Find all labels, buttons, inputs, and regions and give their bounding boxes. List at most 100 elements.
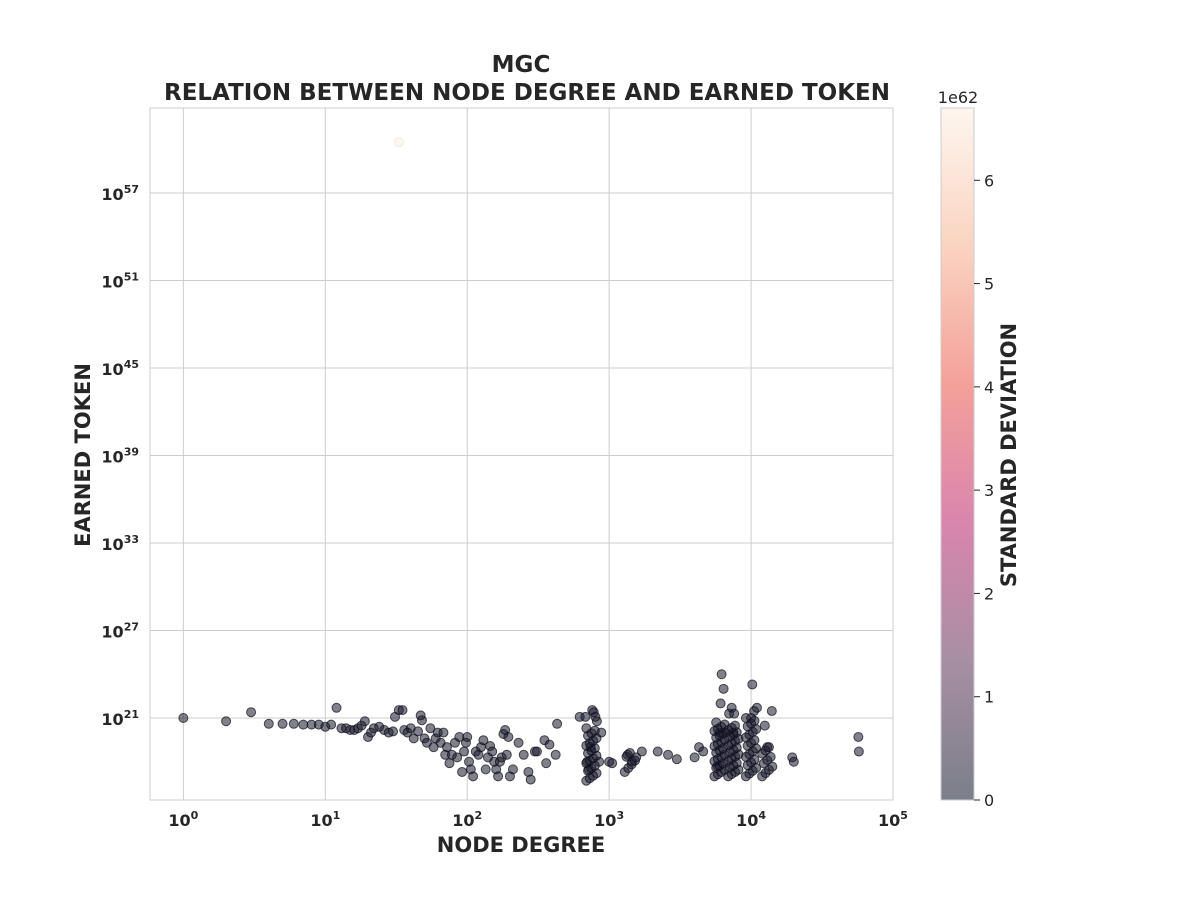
data-point <box>444 758 455 769</box>
data-point <box>513 737 524 748</box>
data-point <box>425 723 436 734</box>
data-point <box>359 716 370 727</box>
data-point <box>749 715 760 726</box>
data-point <box>541 758 552 769</box>
x-tick-label: 100 <box>168 809 198 830</box>
y-tick-label: 1057 <box>101 183 139 204</box>
data-point <box>507 764 518 775</box>
x-tick-label: 105 <box>878 809 908 830</box>
data-point <box>221 716 232 727</box>
data-point <box>636 746 647 757</box>
y-axis-label: EARNED TOKEN <box>71 363 95 547</box>
data-point <box>711 717 722 728</box>
colorbar-tick-label: 1 <box>984 688 994 707</box>
data-point <box>544 739 555 750</box>
data-point <box>441 742 452 753</box>
data-point <box>501 749 512 760</box>
data-point <box>277 718 288 729</box>
y-tick-label: 1039 <box>101 446 139 467</box>
colorbar-tick-label: 5 <box>984 275 994 294</box>
data-point <box>457 766 468 777</box>
data-point <box>751 702 762 713</box>
colorbar-tick-label: 6 <box>984 171 994 190</box>
data-point <box>671 754 682 765</box>
y-tick-label: 1021 <box>101 708 139 729</box>
chart-subtitle: RELATION BETWEEN NODE DEGREE AND EARNED … <box>164 80 890 106</box>
data-point <box>607 758 618 769</box>
data-point <box>689 752 700 763</box>
data-point <box>765 751 776 762</box>
data-point <box>652 746 663 757</box>
data-point <box>468 771 479 782</box>
plot-frame <box>149 107 894 801</box>
outlier-point <box>393 137 404 148</box>
data-points <box>178 137 864 786</box>
data-point <box>766 706 777 717</box>
colorbar-tick-label: 2 <box>984 584 994 603</box>
data-point <box>459 746 470 757</box>
data-point <box>589 725 600 736</box>
colorbar-gradient <box>940 107 975 801</box>
data-point <box>747 679 758 690</box>
data-point <box>788 756 799 767</box>
colorbar-label: STANDARD DEVIATION <box>997 323 1021 587</box>
data-point <box>388 726 399 737</box>
data-point <box>729 708 740 719</box>
colorbar-tick-label: 0 <box>984 791 994 810</box>
colorbar-multiplier: 1e62 <box>938 88 978 107</box>
data-point <box>493 771 504 782</box>
data-point <box>624 747 635 758</box>
y-tick-label: 1051 <box>101 271 139 292</box>
x-tick-label: 103 <box>594 809 624 830</box>
data-point <box>525 774 536 785</box>
x-tick-label: 104 <box>736 809 766 830</box>
x-axis-label: NODE DEGREE <box>437 833 605 857</box>
data-point <box>438 727 449 738</box>
data-point <box>480 764 491 775</box>
data-point <box>178 713 189 723</box>
data-point <box>462 731 473 742</box>
data-point <box>331 702 342 713</box>
colorbar-tick-label: 3 <box>984 481 994 500</box>
colorbar: 1e62 0 1 2 3 4 5 6 STANDARD DEVIATION <box>938 88 1021 810</box>
data-point <box>759 720 770 731</box>
chart-title: MGC <box>492 52 551 78</box>
data-point <box>452 752 463 763</box>
colorbar-ticks: 0 1 2 3 4 5 6 <box>974 171 994 810</box>
data-point <box>298 719 309 730</box>
data-point <box>853 746 864 757</box>
data-point <box>531 746 542 757</box>
data-point <box>698 746 709 757</box>
data-point <box>552 718 563 729</box>
y-tick-label: 1033 <box>101 533 139 554</box>
data-point <box>853 731 864 742</box>
data-point <box>718 683 729 694</box>
data-point <box>716 669 727 680</box>
colorbar-tick-label: 4 <box>984 378 994 397</box>
data-point <box>740 713 751 723</box>
data-point <box>715 698 726 709</box>
data-point <box>487 746 498 757</box>
data-point <box>591 716 602 727</box>
data-point <box>478 735 489 746</box>
x-tick-labels: 100 101 102 103 104 105 <box>168 809 908 830</box>
y-tick-label: 1045 <box>101 358 139 379</box>
data-point <box>663 749 674 760</box>
data-point <box>550 749 561 760</box>
x-tick-label: 102 <box>452 809 482 830</box>
data-point <box>416 715 427 726</box>
y-gridlines <box>150 192 893 719</box>
x-tick-label: 101 <box>310 809 340 830</box>
y-tick-label: 1027 <box>101 621 139 642</box>
data-point <box>763 742 774 753</box>
data-point <box>581 723 592 734</box>
data-point <box>326 719 337 730</box>
data-point <box>412 726 423 737</box>
data-point <box>580 711 591 722</box>
data-point <box>288 718 299 729</box>
data-point <box>629 755 640 766</box>
data-point <box>397 705 408 716</box>
data-point <box>518 749 529 760</box>
x-gridlines <box>182 108 894 800</box>
